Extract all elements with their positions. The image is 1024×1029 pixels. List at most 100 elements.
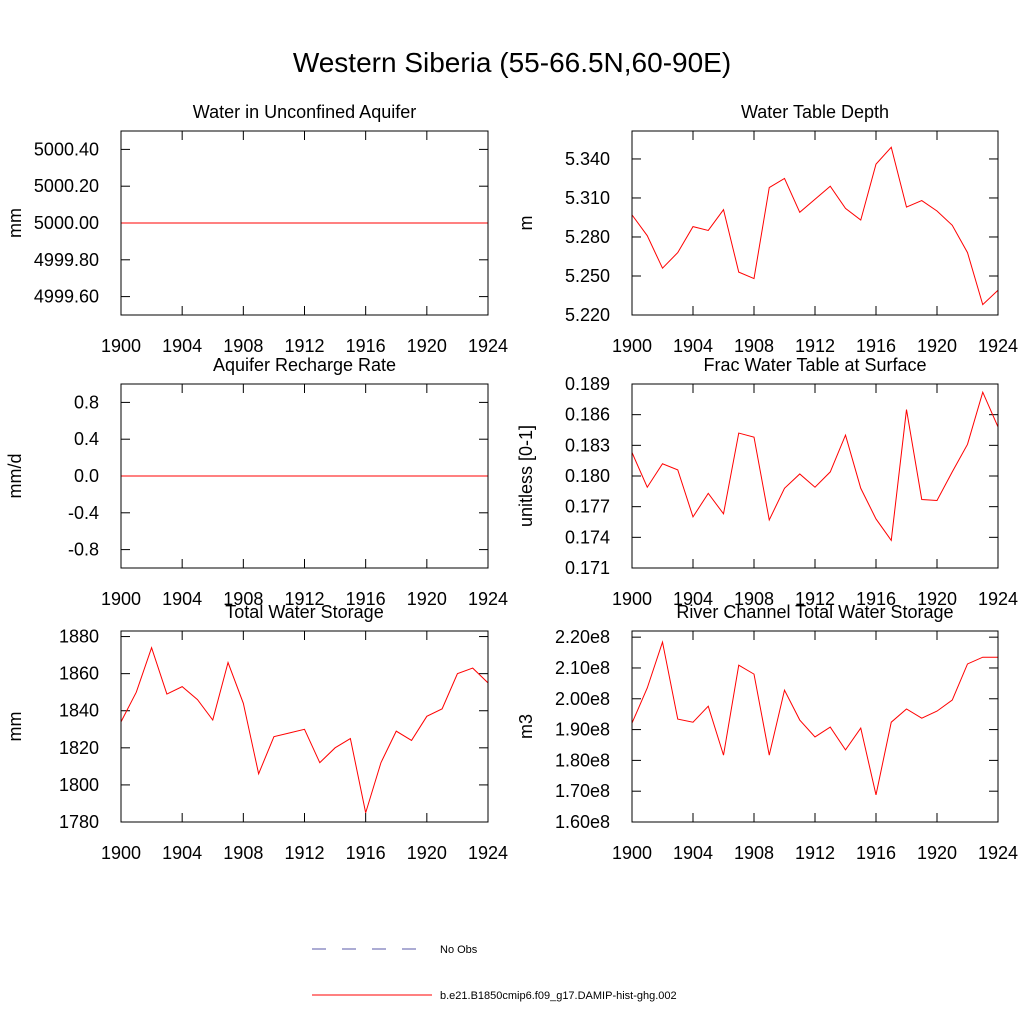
- x-tick-label: 1908: [734, 589, 774, 609]
- x-tick-label: 1916: [346, 843, 386, 863]
- y-tick-label: 1.60e8: [555, 812, 610, 832]
- y-axis-label: unitless [0-1]: [516, 425, 536, 527]
- y-tick-label: 2.00e8: [555, 689, 610, 709]
- y-tick-label: 5.220: [565, 305, 610, 325]
- x-tick-label: 1908: [734, 336, 774, 356]
- x-tick-label: 1900: [101, 843, 141, 863]
- plot-frame: [120, 383, 489, 569]
- x-tick-label: 1924: [468, 336, 508, 356]
- y-axis-label: m3: [516, 714, 536, 739]
- plot-frame: [631, 630, 999, 823]
- x-tick-label: 1912: [795, 589, 835, 609]
- y-axis-label: mm: [5, 208, 25, 238]
- y-axis-label: m: [516, 216, 536, 231]
- x-tick-label: 1924: [978, 589, 1018, 609]
- x-tick-label: 1912: [284, 336, 324, 356]
- y-tick-label: 0.4: [74, 429, 99, 449]
- panel-title: Water in Unconfined Aquifer: [193, 102, 416, 122]
- x-tick-label: 1904: [162, 589, 202, 609]
- legend-label: b.e21.B1850cmip6.f09_g17.DAMIP-hist-ghg.…: [440, 990, 677, 1002]
- x-tick-label: 1912: [284, 589, 324, 609]
- x-tick-label: 1924: [978, 336, 1018, 356]
- panel-title: Frac Water Table at Surface: [703, 355, 926, 375]
- y-tick-label: 5.280: [565, 227, 610, 247]
- plot-frame: [631, 130, 999, 316]
- x-tick-label: 1900: [101, 336, 141, 356]
- x-tick-label: 1924: [468, 589, 508, 609]
- y-tick-label: 5000.40: [34, 139, 99, 159]
- y-tick-label: 5.310: [565, 188, 610, 208]
- y-tick-label: 5000.00: [34, 213, 99, 233]
- plot-frame: [631, 383, 999, 569]
- x-tick-label: 1920: [407, 336, 447, 356]
- x-tick-label: 1912: [284, 843, 324, 863]
- x-tick-label: 1908: [223, 589, 263, 609]
- y-tick-label: 5000.20: [34, 176, 99, 196]
- y-tick-label: 1840: [59, 701, 99, 721]
- y-tick-label: 0.177: [565, 497, 610, 517]
- x-tick-label: 1904: [162, 843, 202, 863]
- panel: Total Water Storage mm 1900 1904 1908 1912 191…: [5, 602, 508, 863]
- y-tick-label: 0.8: [74, 392, 99, 412]
- x-tick-label: 1916: [346, 589, 386, 609]
- x-tick-label: 1920: [407, 589, 447, 609]
- y-tick-label: 1.70e8: [555, 781, 610, 801]
- y-tick-label: 0.174: [565, 527, 610, 547]
- plot-frame: [120, 630, 489, 823]
- y-tick-label: 0.180: [565, 466, 610, 486]
- x-tick-label: 1900: [101, 589, 141, 609]
- panel: Frac Water Table at Surface unitless [0-1…: [516, 355, 1018, 609]
- y-tick-label: 0.186: [565, 405, 610, 425]
- panel: Water Table Depth m 1900 1904 1908 1912 1916 19…: [516, 102, 1018, 356]
- y-tick-label: 1820: [59, 738, 99, 758]
- x-tick-label: 1924: [468, 843, 508, 863]
- data-line: [120, 646, 489, 813]
- x-tick-label: 1912: [795, 843, 835, 863]
- x-tick-label: 1920: [917, 843, 957, 863]
- y-tick-label: 1800: [59, 775, 99, 795]
- x-tick-label: 1916: [856, 589, 896, 609]
- panel-title: Aquifer Recharge Rate: [213, 355, 396, 375]
- x-tick-label: 1908: [734, 843, 774, 863]
- x-tick-label: 1920: [407, 843, 447, 863]
- x-tick-label: 1900: [612, 336, 652, 356]
- panel-title: Water Table Depth: [741, 102, 889, 122]
- y-axis-label: mm: [5, 712, 25, 742]
- y-tick-label: 2.20e8: [555, 627, 610, 647]
- y-tick-label: 2.10e8: [555, 658, 610, 678]
- panel-title: Total Water Storage: [225, 602, 383, 622]
- x-tick-label: 1904: [162, 336, 202, 356]
- panel: Aquifer Recharge Rate mm/d 1900 1904 1908 191…: [5, 355, 508, 609]
- x-tick-label: 1908: [223, 336, 263, 356]
- y-tick-label: 5.250: [565, 266, 610, 286]
- y-tick-label: 0.171: [565, 558, 610, 578]
- y-tick-label: 1.90e8: [555, 720, 610, 740]
- panel-title: River Channel Total Water Storage: [676, 602, 953, 622]
- figure-title: Western Siberia (55-66.5N,60-90E): [293, 47, 731, 78]
- data-line: [631, 390, 999, 542]
- x-tick-label: 1900: [612, 843, 652, 863]
- legend-label: No Obs: [440, 944, 478, 956]
- y-tick-label: 4999.60: [34, 287, 99, 307]
- x-tick-label: 1912: [795, 336, 835, 356]
- y-tick-label: 1.80e8: [555, 750, 610, 770]
- y-tick-label: 1860: [59, 664, 99, 684]
- y-tick-label: 0.183: [565, 435, 610, 455]
- panel: Water in Unconfined Aquifer mm 1900 1904 190…: [5, 102, 508, 356]
- y-tick-label: 0.189: [565, 374, 610, 394]
- data-line: [631, 640, 998, 796]
- y-tick-label: -0.8: [68, 540, 99, 560]
- y-tick-label: 1780: [59, 812, 99, 832]
- y-tick-label: 0.0: [74, 466, 99, 486]
- x-tick-label: 1920: [917, 589, 957, 609]
- x-tick-label: 1904: [673, 336, 713, 356]
- y-tick-label: 5.340: [565, 149, 610, 169]
- y-axis-label: mm/d: [5, 454, 25, 499]
- data-line: [631, 146, 999, 306]
- x-tick-label: 1908: [223, 843, 263, 863]
- x-tick-label: 1920: [917, 336, 957, 356]
- x-tick-label: 1916: [856, 336, 896, 356]
